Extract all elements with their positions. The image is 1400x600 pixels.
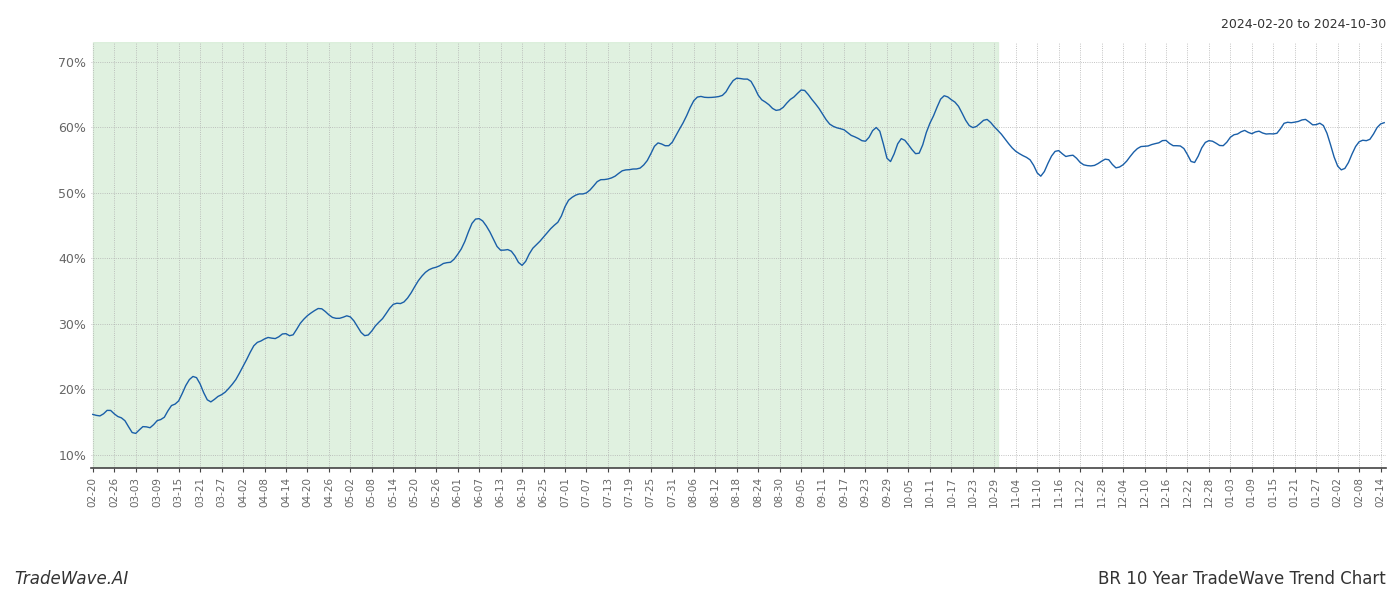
Bar — [92, 42, 998, 468]
Text: TradeWave.AI: TradeWave.AI — [14, 570, 129, 588]
Text: BR 10 Year TradeWave Trend Chart: BR 10 Year TradeWave Trend Chart — [1098, 570, 1386, 588]
Text: 2024-02-20 to 2024-10-30: 2024-02-20 to 2024-10-30 — [1221, 18, 1386, 31]
